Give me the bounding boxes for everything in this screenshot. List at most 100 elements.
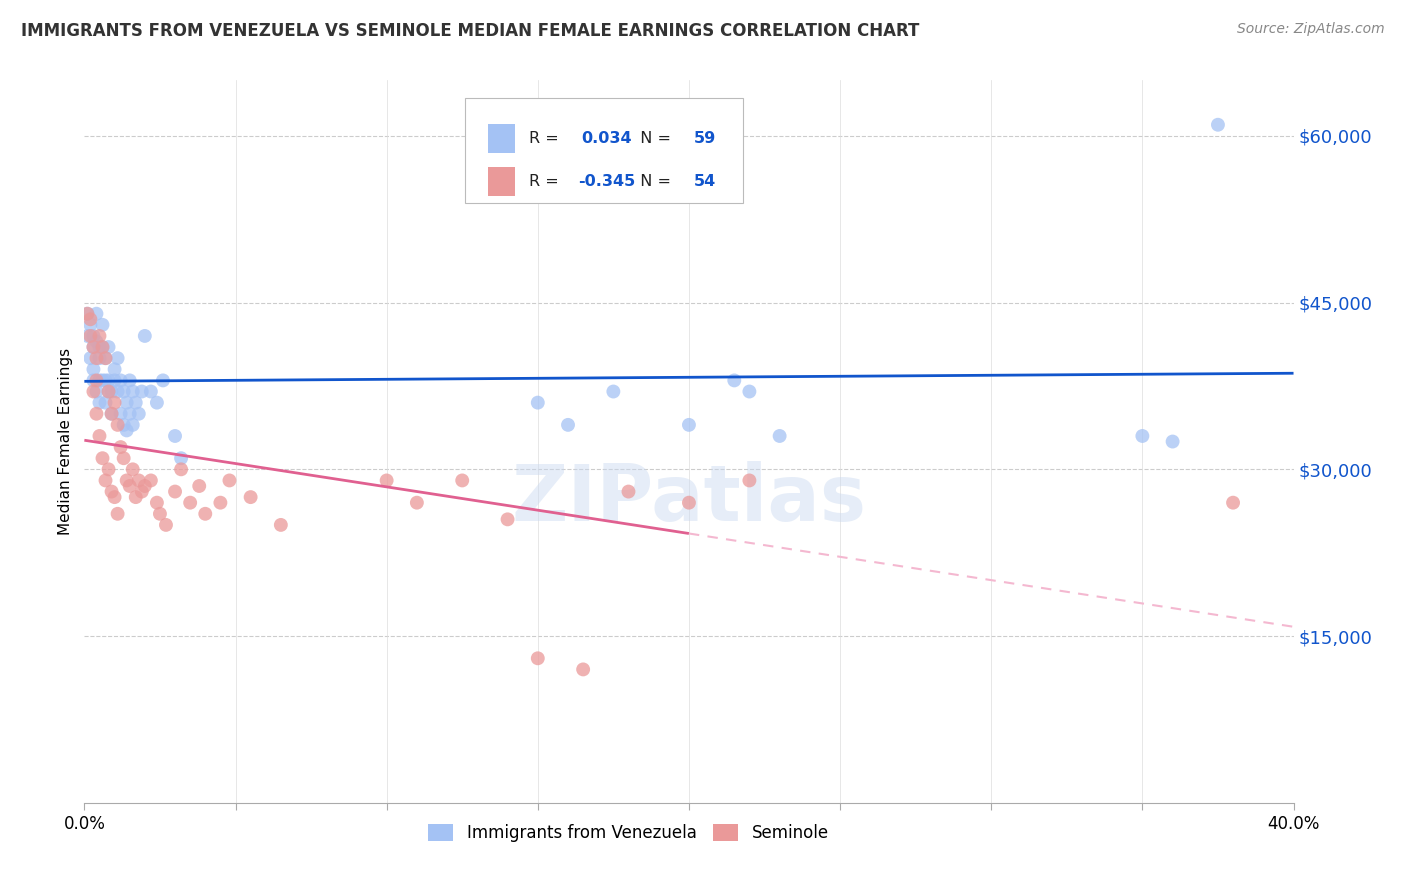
Point: [270, 517, 292, 532]
Point: [146, 395, 169, 409]
Point: [100, 407, 122, 421]
Point: [170, 462, 193, 476]
Point: [86, 384, 108, 399]
Text: 54: 54: [693, 174, 716, 189]
Point: [76, 307, 98, 321]
Point: [79, 351, 101, 366]
Point: [94, 474, 117, 488]
Point: [76, 329, 98, 343]
Point: [121, 384, 143, 399]
Point: [527, 651, 550, 665]
Point: [91, 340, 114, 354]
Point: [496, 512, 519, 526]
Point: [86, 373, 108, 387]
Point: [1206, 118, 1229, 132]
FancyBboxPatch shape: [465, 98, 744, 203]
Point: [125, 490, 148, 504]
Point: [723, 373, 745, 387]
Point: [107, 351, 129, 366]
Point: [118, 373, 141, 387]
Point: [82, 340, 104, 354]
Point: [125, 395, 148, 409]
Point: [82, 329, 104, 343]
Point: [112, 451, 135, 466]
Point: [179, 496, 201, 510]
Point: [128, 474, 150, 488]
Point: [165, 429, 187, 443]
Point: [76, 307, 98, 321]
Point: [100, 384, 122, 399]
Point: [678, 496, 700, 510]
Point: [118, 407, 141, 421]
Point: [79, 318, 101, 332]
Text: -0.345: -0.345: [578, 174, 636, 189]
Point: [134, 329, 156, 343]
Point: [107, 384, 129, 399]
Point: [602, 384, 624, 399]
Point: [678, 417, 700, 432]
Point: [170, 451, 193, 466]
Point: [617, 484, 640, 499]
Point: [86, 351, 108, 366]
Point: [107, 417, 129, 432]
Point: [104, 490, 127, 504]
Point: [100, 484, 122, 499]
Point: [110, 440, 132, 454]
Text: R =: R =: [529, 130, 564, 145]
Point: [97, 462, 120, 476]
Point: [149, 507, 172, 521]
Point: [89, 373, 111, 387]
Point: [121, 462, 143, 476]
Point: [89, 329, 111, 343]
Point: [79, 312, 101, 326]
Point: [194, 507, 217, 521]
Point: [112, 417, 135, 432]
Point: [115, 424, 138, 438]
Point: [165, 484, 187, 499]
Point: [209, 496, 232, 510]
Point: [82, 373, 104, 387]
Point: [112, 384, 135, 399]
Text: N =: N =: [630, 174, 676, 189]
Point: [110, 407, 132, 421]
Point: [97, 340, 120, 354]
Point: [1161, 434, 1184, 449]
Point: [188, 479, 211, 493]
Text: N =: N =: [630, 130, 676, 145]
Point: [82, 362, 104, 376]
Point: [155, 517, 177, 532]
Point: [97, 373, 120, 387]
Text: 59: 59: [693, 130, 716, 145]
Point: [115, 474, 138, 488]
Point: [100, 407, 122, 421]
Point: [218, 474, 240, 488]
Point: [86, 334, 108, 349]
Point: [128, 407, 150, 421]
Point: [97, 384, 120, 399]
Point: [89, 351, 111, 366]
Point: [572, 662, 595, 676]
Point: [110, 373, 132, 387]
Text: IMMIGRANTS FROM VENEZUELA VS SEMINOLE MEDIAN FEMALE EARNINGS CORRELATION CHART: IMMIGRANTS FROM VENEZUELA VS SEMINOLE ME…: [21, 22, 920, 40]
Point: [91, 318, 114, 332]
Point: [94, 395, 117, 409]
Point: [97, 384, 120, 399]
Point: [131, 384, 153, 399]
Text: Source: ZipAtlas.com: Source: ZipAtlas.com: [1237, 22, 1385, 37]
Point: [527, 395, 550, 409]
Point: [89, 395, 111, 409]
Point: [107, 507, 129, 521]
Point: [769, 429, 792, 443]
Point: [104, 395, 127, 409]
Point: [134, 479, 156, 493]
Point: [239, 490, 262, 504]
Text: ZIPatlas: ZIPatlas: [512, 461, 866, 537]
Point: [89, 340, 111, 354]
Point: [139, 384, 162, 399]
Point: [451, 474, 474, 488]
FancyBboxPatch shape: [488, 167, 515, 196]
Text: R =: R =: [529, 174, 564, 189]
Legend: Immigrants from Venezuela, Seminole: Immigrants from Venezuela, Seminole: [422, 817, 835, 848]
Point: [557, 417, 579, 432]
Point: [139, 474, 162, 488]
